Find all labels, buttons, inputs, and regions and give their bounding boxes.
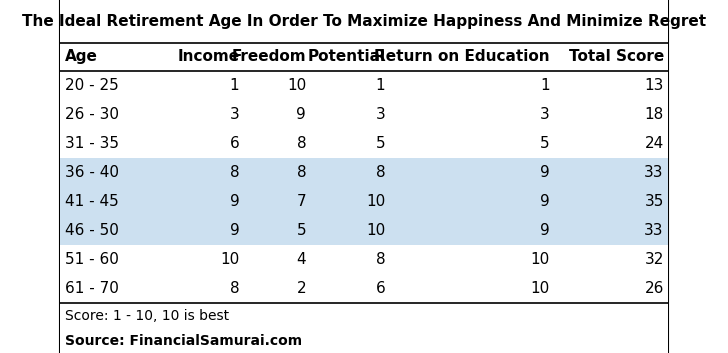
Text: 33: 33 [644,165,664,180]
Text: 10: 10 [220,252,240,267]
Text: 8: 8 [376,165,385,180]
Text: Score: 1 - 10, 10 is best: Score: 1 - 10, 10 is best [65,309,229,323]
Text: 5: 5 [540,136,550,151]
Text: 5: 5 [296,223,306,238]
Text: 46 - 50: 46 - 50 [65,223,119,238]
Text: 18: 18 [644,107,664,122]
FancyBboxPatch shape [60,100,668,129]
Text: 35: 35 [644,194,664,209]
Text: 7: 7 [296,194,306,209]
Text: 41 - 45: 41 - 45 [65,194,119,209]
Text: 8: 8 [296,165,306,180]
FancyBboxPatch shape [60,304,668,353]
Text: 8: 8 [376,252,385,267]
Text: 8: 8 [296,136,306,151]
FancyBboxPatch shape [60,245,668,274]
Text: 4: 4 [296,252,306,267]
FancyBboxPatch shape [60,274,668,304]
Text: 33: 33 [644,223,664,238]
Text: 5: 5 [376,136,385,151]
Text: 1: 1 [376,78,385,93]
FancyBboxPatch shape [60,43,668,71]
Text: 8: 8 [230,281,240,297]
Text: 9: 9 [539,223,550,238]
Text: Age: Age [65,49,98,65]
Text: 3: 3 [376,107,385,122]
Text: 8: 8 [230,165,240,180]
Text: 9: 9 [539,194,550,209]
Text: 9: 9 [296,107,306,122]
Text: 10: 10 [366,223,385,238]
Text: 1: 1 [540,78,550,93]
Text: 26: 26 [644,281,664,297]
Text: 51 - 60: 51 - 60 [65,252,119,267]
Text: Freedom: Freedom [232,49,306,65]
Text: Return on Education: Return on Education [374,49,550,65]
FancyBboxPatch shape [60,0,668,353]
Text: Income: Income [177,49,240,65]
Text: 10: 10 [366,194,385,209]
Text: 3: 3 [229,107,240,122]
FancyBboxPatch shape [60,129,668,158]
Text: 24: 24 [644,136,664,151]
Text: 3: 3 [539,107,550,122]
Text: 61 - 70: 61 - 70 [65,281,119,297]
Text: 6: 6 [229,136,240,151]
FancyBboxPatch shape [60,0,668,43]
Text: 1: 1 [230,78,240,93]
FancyBboxPatch shape [60,187,668,216]
Text: Potential: Potential [307,49,385,65]
FancyBboxPatch shape [60,158,668,187]
Text: 26 - 30: 26 - 30 [65,107,119,122]
Text: 10: 10 [287,78,306,93]
Text: 32: 32 [644,252,664,267]
Text: 10: 10 [530,281,550,297]
Text: 2: 2 [296,281,306,297]
Text: 9: 9 [229,223,240,238]
Text: 13: 13 [644,78,664,93]
Text: The Ideal Retirement Age In Order To Maximize Happiness And Minimize Regret: The Ideal Retirement Age In Order To Max… [22,14,706,29]
Text: 6: 6 [376,281,385,297]
Text: 9: 9 [539,165,550,180]
Text: 20 - 25: 20 - 25 [65,78,119,93]
FancyBboxPatch shape [60,71,668,100]
Text: 31 - 35: 31 - 35 [65,136,119,151]
Text: Source: FinancialSamurai.com: Source: FinancialSamurai.com [65,334,302,348]
Text: 36 - 40: 36 - 40 [65,165,119,180]
Text: 9: 9 [229,194,240,209]
FancyBboxPatch shape [60,216,668,245]
Text: 10: 10 [530,252,550,267]
Text: Total Score: Total Score [569,49,664,65]
